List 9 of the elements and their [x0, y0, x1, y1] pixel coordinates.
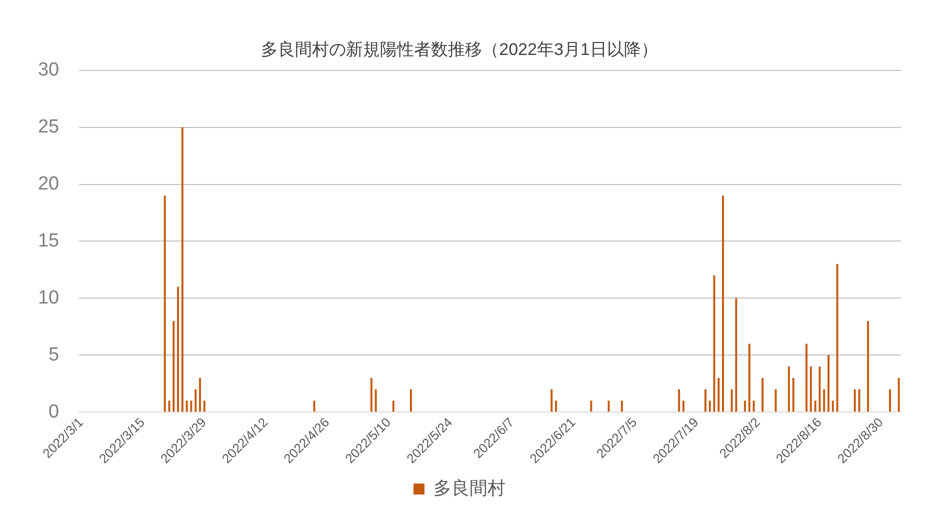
- y-tick-label: 15: [38, 230, 60, 252]
- y-tick-label: 20: [38, 174, 60, 195]
- y-tick-label: 10: [38, 287, 60, 308]
- chart-title: 多良間村の新規陽性者数推移（2022年3月1日以降）: [261, 40, 658, 59]
- y-tick-label: 0: [48, 401, 60, 422]
- y-tick-label: 30: [38, 60, 60, 81]
- legend-label: 多良間村: [434, 478, 506, 498]
- y-tick-label: 25: [38, 116, 60, 138]
- y-tick-label: 5: [48, 344, 60, 366]
